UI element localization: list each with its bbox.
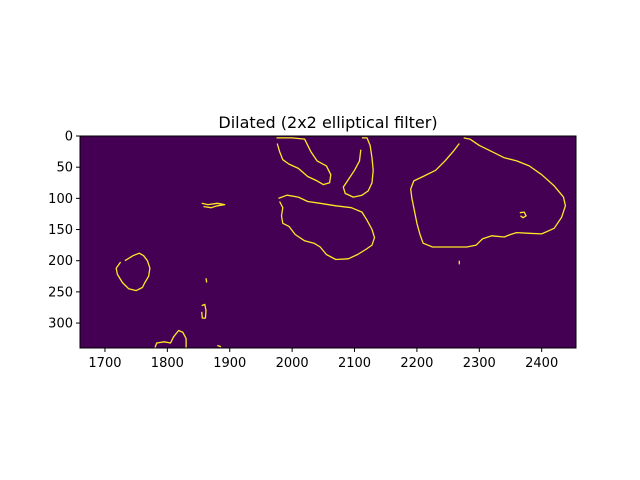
contour-6	[217, 344, 222, 348]
y-tick-label: 100	[48, 192, 73, 207]
contour-5	[154, 329, 187, 349]
contour-1	[115, 252, 151, 292]
y-tick-label: 300	[48, 317, 73, 332]
y-axis: 0 50 100 150 200 250 300	[48, 130, 80, 332]
plot-frame	[79, 135, 577, 349]
contour-2	[201, 202, 226, 209]
image-plot	[79, 135, 577, 349]
y-tick-label: 250	[48, 285, 73, 300]
x-tick-label: 1900	[213, 356, 246, 371]
contour-10	[410, 137, 567, 248]
contour-8	[278, 194, 376, 261]
chart-title: Dilated (2x2 elliptical filter)	[218, 113, 437, 132]
contour-3	[205, 278, 208, 283]
x-axis: 1700 1800 1900 2000 2100 2200 2300 2400	[88, 348, 558, 371]
x-tick-label: 1700	[88, 356, 121, 371]
y-tick-label: 50	[56, 161, 73, 176]
y-tick-label: 200	[48, 254, 73, 269]
contour-9	[342, 137, 374, 198]
y-tick-label: 150	[48, 223, 73, 238]
contour-11	[519, 211, 527, 219]
y-tick-label: 0	[65, 130, 73, 145]
x-tick-label: 2200	[400, 356, 433, 371]
x-tick-label: 2400	[525, 356, 558, 371]
x-tick-label: 1800	[151, 356, 184, 371]
image-background	[80, 136, 576, 348]
contour-4	[201, 303, 207, 319]
x-tick-label: 2100	[338, 356, 371, 371]
contour-7	[276, 137, 332, 186]
x-tick-label: 2300	[463, 356, 496, 371]
x-tick-label: 2000	[276, 356, 309, 371]
